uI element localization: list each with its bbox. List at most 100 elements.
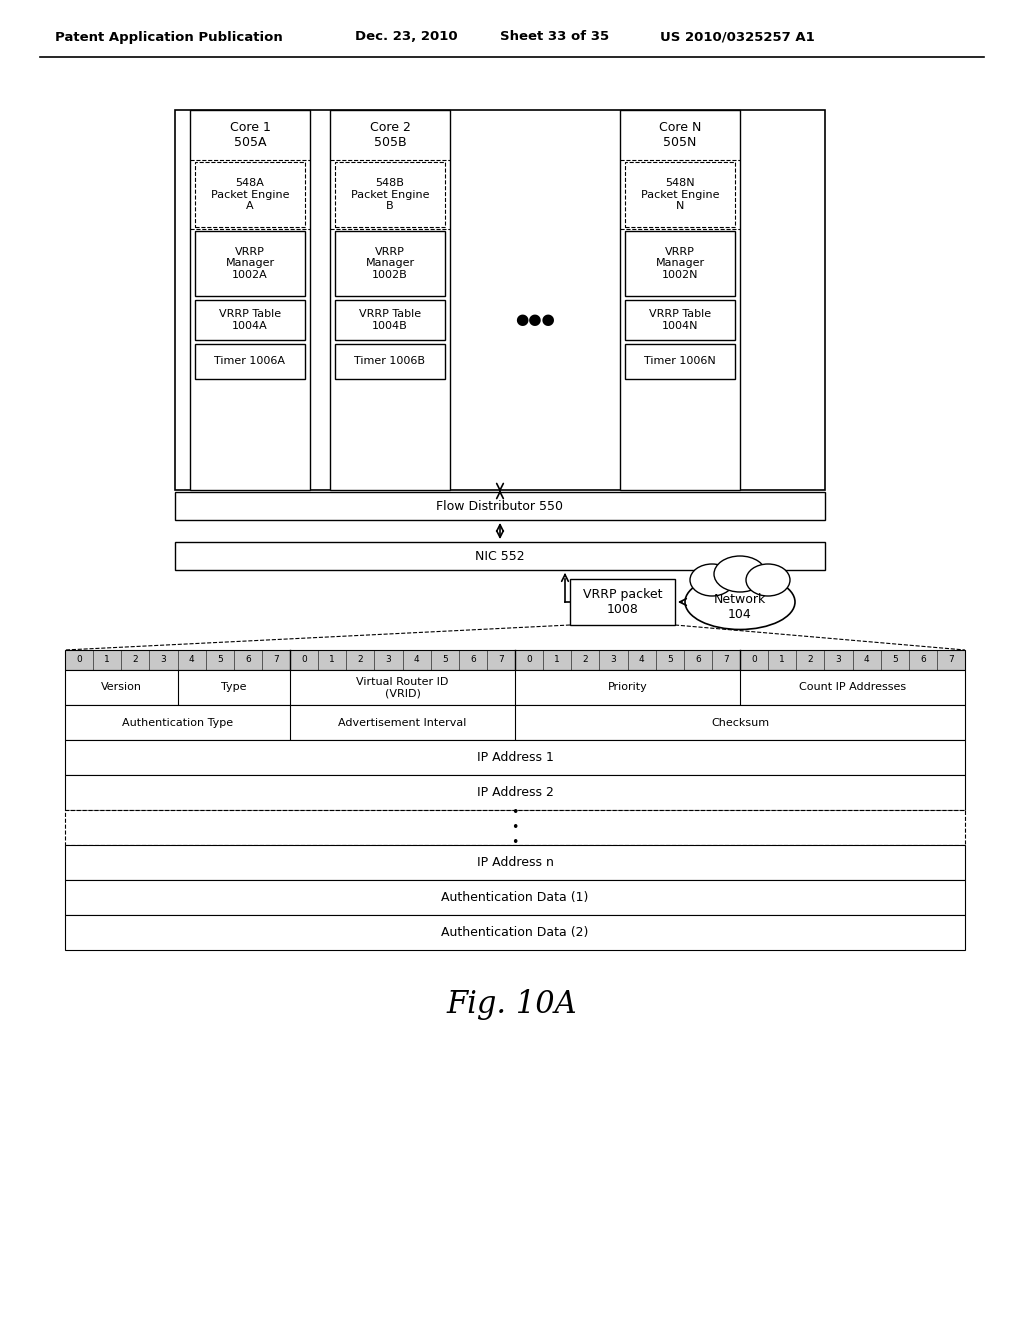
Ellipse shape [714,556,766,591]
Text: 4: 4 [188,656,195,664]
Text: 4: 4 [414,656,420,664]
Text: 6: 6 [695,656,700,664]
Text: Advertisement Interval: Advertisement Interval [338,718,467,727]
Text: Core 2
505B: Core 2 505B [370,121,411,149]
Text: Flow Distributor 550: Flow Distributor 550 [436,499,563,512]
FancyBboxPatch shape [65,845,965,880]
FancyBboxPatch shape [65,880,965,915]
Text: Checksum: Checksum [711,718,769,727]
Text: VRRP Table
1004N: VRRP Table 1004N [649,309,711,331]
Text: VRRP Table
1004B: VRRP Table 1004B [359,309,421,331]
Text: 3: 3 [610,656,616,664]
Text: Version: Version [100,682,141,693]
Text: 5: 5 [441,656,447,664]
Text: Timer 1006A: Timer 1006A [214,356,286,367]
Text: 2: 2 [583,656,588,664]
Text: Patent Application Publication: Patent Application Publication [55,30,283,44]
Text: 1: 1 [554,656,560,664]
FancyBboxPatch shape [65,649,965,671]
FancyBboxPatch shape [175,492,825,520]
FancyBboxPatch shape [65,671,965,705]
FancyBboxPatch shape [195,345,305,379]
Text: VRRP Table
1004A: VRRP Table 1004A [219,309,281,331]
Text: IP Address 1: IP Address 1 [476,751,553,764]
Text: 548B
Packet Engine
B: 548B Packet Engine B [351,178,429,211]
Text: •
•
•: • • • [511,807,519,849]
Ellipse shape [746,564,790,597]
Text: 0: 0 [526,656,531,664]
Text: Sheet 33 of 35: Sheet 33 of 35 [500,30,609,44]
FancyBboxPatch shape [195,300,305,341]
FancyBboxPatch shape [620,110,740,490]
Text: 7: 7 [273,656,279,664]
FancyBboxPatch shape [625,162,735,227]
FancyBboxPatch shape [625,300,735,341]
Text: IP Address 2: IP Address 2 [476,785,553,799]
FancyBboxPatch shape [335,300,445,341]
Text: 5: 5 [217,656,222,664]
Text: 2: 2 [808,656,813,664]
FancyBboxPatch shape [65,705,965,741]
Text: 3: 3 [836,656,842,664]
FancyBboxPatch shape [570,579,675,624]
Text: 0: 0 [76,656,82,664]
Text: Authentication Type: Authentication Type [122,718,233,727]
Text: Timer 1006N: Timer 1006N [644,356,716,367]
Text: 6: 6 [470,656,476,664]
FancyBboxPatch shape [335,345,445,379]
Text: Authentication Data (2): Authentication Data (2) [441,927,589,939]
Text: Count IP Addresses: Count IP Addresses [799,682,906,693]
Text: VRRP
Manager
1002N: VRRP Manager 1002N [655,247,705,280]
Text: Dec. 23, 2010: Dec. 23, 2010 [355,30,458,44]
Text: 1: 1 [330,656,335,664]
Text: 7: 7 [498,656,504,664]
Text: Core N
505N: Core N 505N [658,121,701,149]
Text: 3: 3 [386,656,391,664]
Text: ●●●: ●●● [515,313,555,327]
FancyBboxPatch shape [625,345,735,379]
Text: Virtual Router ID
(VRID): Virtual Router ID (VRID) [356,677,449,698]
Text: 5: 5 [892,656,898,664]
Text: 1: 1 [104,656,110,664]
Text: US 2010/0325257 A1: US 2010/0325257 A1 [660,30,815,44]
Ellipse shape [685,574,795,630]
Text: VRRP
Manager
1002B: VRRP Manager 1002B [366,247,415,280]
FancyBboxPatch shape [625,231,735,296]
Text: 2: 2 [132,656,138,664]
Ellipse shape [690,564,734,597]
Text: 7: 7 [948,656,953,664]
Text: Priority: Priority [607,682,647,693]
Text: 7: 7 [723,656,729,664]
FancyBboxPatch shape [175,543,825,570]
FancyBboxPatch shape [335,162,445,227]
Text: 1: 1 [779,656,785,664]
FancyBboxPatch shape [195,162,305,227]
FancyBboxPatch shape [65,915,965,950]
FancyBboxPatch shape [175,110,825,490]
Text: 4: 4 [639,656,644,664]
Text: 6: 6 [245,656,251,664]
Text: Fig. 10A: Fig. 10A [446,990,578,1020]
Text: Timer 1006B: Timer 1006B [354,356,426,367]
Text: NIC 552: NIC 552 [475,549,525,562]
Text: 548A
Packet Engine
A: 548A Packet Engine A [211,178,289,211]
Text: 6: 6 [920,656,926,664]
FancyBboxPatch shape [65,741,965,775]
Text: Authentication Data (1): Authentication Data (1) [441,891,589,904]
Text: 5: 5 [667,656,673,664]
Text: Network
104: Network 104 [714,593,766,620]
Text: VRRP
Manager
1002A: VRRP Manager 1002A [225,247,274,280]
Text: 0: 0 [752,656,757,664]
FancyBboxPatch shape [195,231,305,296]
Text: 4: 4 [864,656,869,664]
Text: 0: 0 [301,656,307,664]
Text: Type: Type [221,682,247,693]
FancyBboxPatch shape [65,775,965,810]
Text: 548N
Packet Engine
N: 548N Packet Engine N [641,178,719,211]
Text: VRRP packet
1008: VRRP packet 1008 [583,587,663,616]
FancyBboxPatch shape [190,110,310,490]
FancyBboxPatch shape [330,110,450,490]
FancyBboxPatch shape [335,231,445,296]
Text: IP Address n: IP Address n [476,855,553,869]
FancyBboxPatch shape [65,810,965,845]
